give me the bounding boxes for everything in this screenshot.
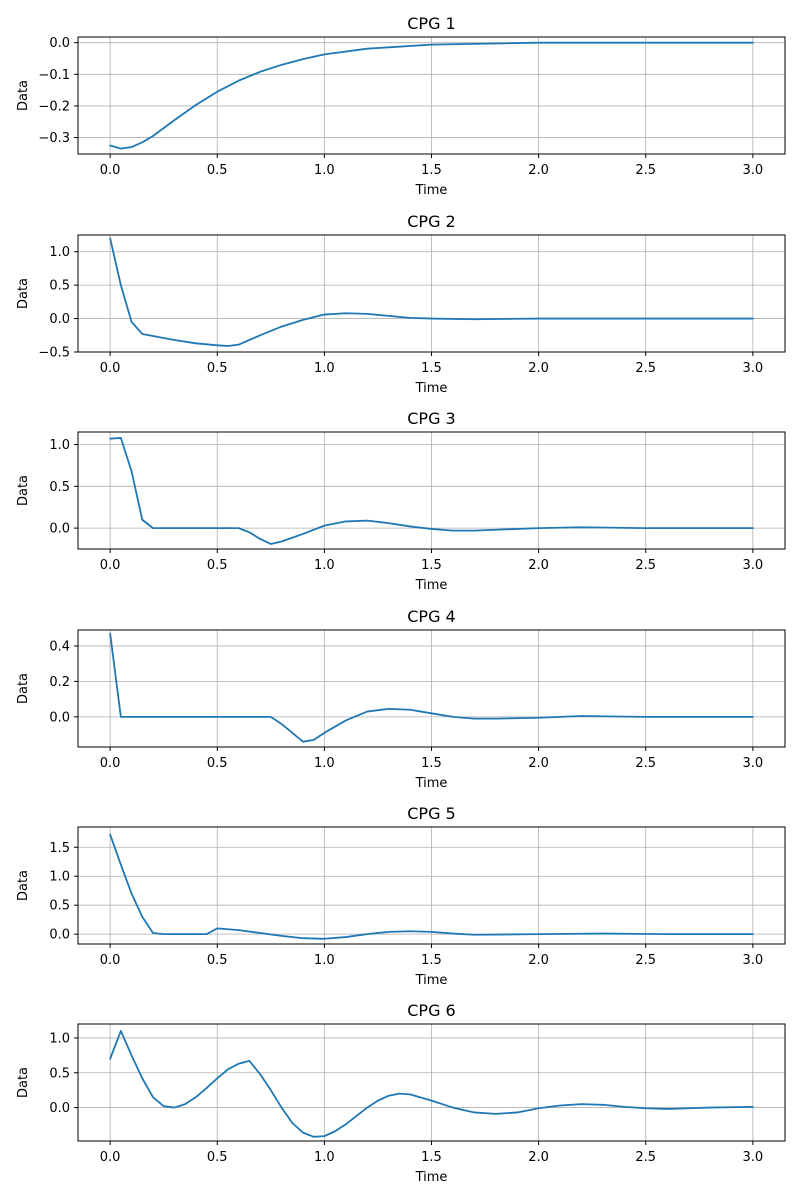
x-tick-label: 0.5: [207, 163, 228, 178]
x-tick-label: 0.0: [100, 361, 121, 376]
x-tick-label: 1.0: [314, 1150, 335, 1165]
x-tick-label: 2.0: [528, 163, 549, 178]
x-tick-label: 3.0: [743, 756, 764, 771]
x-axis-label: Time: [415, 1170, 448, 1185]
subplot-cpg-1: CPG 1 0.0 0.5 1.0 1.5 2.0 2.5 3.0 −0.3 −0.2 −0.1 0.…: [16, 14, 785, 198]
x-tick-label: 3.0: [743, 953, 764, 968]
x-tick-label: 1.5: [421, 558, 442, 573]
y-tick-label: 0.4: [49, 639, 70, 654]
y-axis-label: Data: [16, 80, 31, 111]
x-tick-label: 2.5: [635, 361, 656, 376]
x-tick-label: 1.5: [421, 163, 442, 178]
x-tick-label: 3.0: [743, 361, 764, 376]
x-axis-label: Time: [415, 381, 448, 396]
y-tick-label: −0.2: [38, 99, 70, 114]
subplot-cpg-4: CPG 4 0.0 0.5 1.0 1.5 2.0 2.5 3.0 0.0 0.2 0.4 Time D…: [16, 607, 785, 791]
y-axis-label: Data: [16, 673, 31, 704]
x-tick-label: 1.5: [421, 361, 442, 376]
x-tick-label: 1.0: [314, 558, 335, 573]
y-tick-label: 0.0: [49, 312, 70, 327]
x-tick-label: 1.0: [314, 756, 335, 771]
x-tick-label: 2.0: [528, 361, 549, 376]
y-tick-label: 1.0: [49, 245, 70, 260]
x-tick-label: 0.0: [100, 756, 121, 771]
subplot-cpg-6: CPG 6 0.0 0.5 1.0 1.5 2.0 2.5 3.0 0.0 0.5 1.0 Time D…: [16, 1001, 785, 1185]
x-tick-label: 1.0: [314, 361, 335, 376]
x-tick-label: 1.5: [421, 953, 442, 968]
x-tick-label: 2.0: [528, 953, 549, 968]
x-tick-label: 0.5: [207, 1150, 228, 1165]
y-tick-label: 0.5: [49, 480, 70, 495]
x-tick-label: 3.0: [743, 558, 764, 573]
x-tick-label: 2.5: [635, 953, 656, 968]
y-axis-label: Data: [16, 278, 31, 309]
x-tick-label: 1.0: [314, 163, 335, 178]
x-tick-label: 2.5: [635, 163, 656, 178]
x-tick-label: 2.0: [528, 558, 549, 573]
x-tick-label: 2.0: [528, 1150, 549, 1165]
x-axis-label: Time: [415, 183, 448, 198]
x-tick-label: 0.0: [100, 1150, 121, 1165]
x-axis-label: Time: [415, 776, 448, 791]
y-tick-label: 1.0: [49, 438, 70, 453]
y-tick-label: 0.0: [49, 710, 70, 725]
y-axis-label: Data: [16, 870, 31, 901]
y-tick-label: 0.2: [49, 675, 70, 690]
chart-title: CPG 4: [407, 607, 455, 626]
y-axis-label: Data: [16, 475, 31, 506]
x-tick-label: 0.5: [207, 953, 228, 968]
y-axis-label: Data: [16, 1067, 31, 1098]
y-tick-label: −0.5: [38, 346, 70, 361]
y-tick-label: −0.3: [38, 131, 70, 146]
x-tick-label: 0.5: [207, 756, 228, 771]
chart-title: CPG 3: [407, 409, 455, 428]
y-tick-label: 0.0: [49, 36, 70, 51]
y-tick-label: 1.0: [49, 1031, 70, 1046]
chart-title: CPG 2: [407, 212, 455, 231]
y-tick-label: 0.5: [49, 1066, 70, 1081]
y-tick-label: 0.5: [49, 899, 70, 914]
y-tick-label: 0.0: [49, 928, 70, 943]
x-axis-label: Time: [415, 578, 448, 593]
subplot-cpg-3: CPG 3 0.0 0.5 1.0 1.5 2.0 2.5 3.0 0.0 0.5 1.0 Time D…: [16, 409, 785, 593]
x-tick-label: 1.0: [314, 953, 335, 968]
chart-title: CPG 5: [407, 804, 455, 823]
x-tick-label: 2.5: [635, 1150, 656, 1165]
y-tick-label: 1.5: [49, 841, 70, 856]
y-tick-label: 0.0: [49, 522, 70, 537]
y-tick-label: 0.0: [49, 1101, 70, 1116]
x-tick-label: 2.5: [635, 756, 656, 771]
x-tick-label: 1.5: [421, 1150, 442, 1165]
subplot-cpg-5: CPG 5 0.0 0.5 1.0 1.5 2.0 2.5 3.0 0.0 0.5 1.0 1.5 Ti…: [16, 804, 785, 988]
y-tick-label: −0.1: [38, 68, 70, 83]
x-tick-label: 0.0: [100, 558, 121, 573]
x-tick-label: 0.5: [207, 361, 228, 376]
x-tick-label: 3.0: [743, 163, 764, 178]
y-tick-label: 1.0: [49, 870, 70, 885]
x-tick-label: 2.5: [635, 558, 656, 573]
chart-title: CPG 6: [407, 1001, 455, 1020]
x-tick-label: 2.0: [528, 756, 549, 771]
x-tick-label: 0.5: [207, 558, 228, 573]
x-tick-label: 3.0: [743, 1150, 764, 1165]
subplot-cpg-2: CPG 2 0.0 0.5 1.0 1.5 2.0 2.5 3.0 −0.5 0.0 0.5 1.0 T…: [16, 212, 785, 396]
x-tick-label: 0.0: [100, 163, 121, 178]
x-axis-label: Time: [415, 973, 448, 988]
y-tick-label: 0.5: [49, 279, 70, 294]
x-tick-label: 0.0: [100, 953, 121, 968]
chart-title: CPG 1: [407, 14, 455, 33]
x-tick-label: 1.5: [421, 756, 442, 771]
